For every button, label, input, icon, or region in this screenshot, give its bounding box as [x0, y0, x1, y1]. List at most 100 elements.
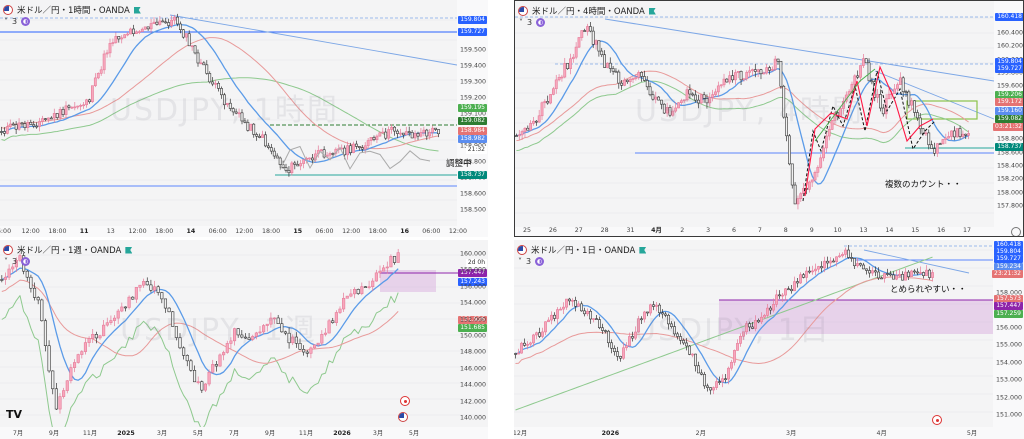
price-tag[interactable]: 157.447 [994, 302, 1023, 310]
candle-body [532, 334, 535, 344]
price-tag[interactable]: 158.737 [458, 171, 487, 179]
indicator-icon[interactable]: ◐ [536, 18, 546, 27]
indicator-toggle[interactable]: ˅ 3 ◐ [518, 257, 545, 266]
price-tag[interactable]: 159.195 [458, 104, 487, 112]
annotation-note[interactable]: 複数のカウント・・ [885, 180, 962, 190]
time-tick-label: 14 [885, 227, 894, 234]
candle-body [526, 343, 529, 346]
indicator-toggle[interactable]: ˅ 3 ◐ [4, 17, 31, 26]
candle-body [580, 30, 584, 38]
candle-body [240, 334, 244, 338]
price-tag[interactable]: 159.082 [458, 117, 487, 125]
price-tag[interactable]: 160.418 [994, 241, 1023, 249]
price-tag[interactable]: 159.160 [995, 107, 1023, 115]
gear-icon[interactable] [1011, 227, 1021, 236]
price-tag[interactable]: 160.418 [995, 13, 1023, 21]
price-chart-4h[interactable] [515, 1, 1024, 237]
price-tag[interactable]: 157.259 [994, 310, 1023, 318]
candle-body [83, 342, 88, 352]
alert-circle-icon[interactable] [932, 415, 942, 425]
candle-body [529, 342, 532, 345]
indicator-toggle[interactable]: ˅ 3 ◐ [519, 18, 546, 27]
price-tag[interactable]: 159.206 [995, 91, 1023, 99]
alert-circle-icon[interactable] [400, 396, 410, 406]
time-tick-label: 06:00 [315, 228, 334, 235]
price-tag[interactable]: 157.573 [994, 295, 1023, 303]
price-tag[interactable]: 2d 0h [465, 259, 487, 267]
annotation-note[interactable]: 調整中 [446, 159, 472, 169]
price-tag[interactable]: 159.082 [995, 115, 1023, 123]
chart-pane-1w[interactable]: USDJPY, 1週 米ドル／円・1週・OANDA ˅ 3 ◐ 2d 0h 157… [0, 240, 488, 439]
price-tag[interactable]: 21:32 [465, 146, 487, 154]
indicator-icon[interactable]: ◐ [535, 257, 545, 266]
chart-header[interactable]: 米ドル／円・1時間・OANDA [3, 4, 141, 16]
candle-body [7, 268, 11, 278]
price-tag[interactable]: 157.447 [458, 269, 487, 277]
candle-body [302, 349, 306, 353]
price-tick-label: 144.000 [459, 381, 486, 389]
price-tag[interactable]: 159.172 [995, 98, 1023, 106]
price-tag[interactable]: 23:21:32 [992, 270, 1023, 278]
candle-body [670, 323, 673, 327]
price-tag[interactable]: 151.926 [458, 316, 487, 324]
price-tag[interactable]: 159.234 [994, 263, 1023, 271]
symbol-title[interactable]: 米ドル／円・1日・OANDA [531, 246, 636, 256]
time-tick-label: 3月 [156, 430, 168, 437]
price-tag[interactable]: 159.727 [995, 65, 1023, 73]
chart-header[interactable]: 米ドル／円・1週・OANDA [3, 244, 133, 256]
price-chart-1w[interactable] [0, 240, 488, 439]
candle-body [352, 289, 357, 295]
chart-pane-4h[interactable]: USDJPY, 4時間 米ドル／円・4時間・OANDA ˅ 3 ◐ 160.40… [514, 0, 1024, 237]
price-axis[interactable]: 160.000159.000158.000157.000156.000155.0… [992, 240, 1024, 439]
price-tag[interactable]: 03:21:32 [993, 123, 1023, 131]
price-tag[interactable]: 159.804 [458, 16, 487, 24]
candle-body [520, 131, 524, 136]
indicator-icon[interactable]: ◐ [21, 17, 31, 26]
candle-body [682, 340, 685, 344]
price-tag[interactable]: 157.243 [458, 278, 487, 286]
tradingview-logo[interactable]: TV [6, 408, 23, 421]
price-tag[interactable]: 159.804 [995, 58, 1023, 66]
symbol-title[interactable]: 米ドル／円・4時間・OANDA [532, 7, 645, 17]
candle-body [88, 99, 91, 103]
chevron-down-icon[interactable]: ˅ [4, 17, 8, 26]
chart-pane-1h[interactable]: USDJPY, 1時間 米ドル／円・1時間・OANDA ˅ 3 ◐ 159.50… [0, 0, 488, 237]
symbol-title[interactable]: 米ドル／円・1週・OANDA [17, 246, 122, 256]
candle-body [613, 347, 616, 352]
candle-body [129, 28, 132, 35]
price-tag[interactable]: 151.685 [458, 324, 487, 332]
price-tag[interactable]: 159.727 [458, 28, 487, 36]
price-tag[interactable]: 158.737 [995, 143, 1023, 151]
chart-pane-1d[interactable]: USDJPY, 1日 米ドル／円・1日・OANDA ˅ 3 ◐ 160.0001… [514, 240, 1024, 439]
candle-body [345, 295, 349, 299]
candle-body [272, 150, 276, 157]
candle-body [588, 26, 592, 32]
price-tag[interactable]: 159.727 [994, 255, 1023, 263]
candle-body [778, 294, 781, 297]
chevron-down-icon[interactable]: ˅ [519, 18, 523, 27]
candle-body [25, 270, 29, 278]
price-axis[interactable]: 160.400160.200160.000159.800159.600159.4… [993, 1, 1023, 236]
chevron-down-icon[interactable]: ˅ [518, 257, 522, 266]
annotation-note[interactable]: とめられやすい・・ [890, 285, 967, 295]
price-tag[interactable]: 159.804 [994, 248, 1023, 256]
chart-header[interactable]: 米ドル／円・1日・OANDA [517, 244, 647, 256]
time-tick-label: 2 [680, 227, 685, 234]
candle-body [537, 115, 541, 123]
candle-body [310, 157, 314, 161]
price-axis[interactable]: 159.500 159.400 159.300 159.200 159.100159.0… [457, 0, 488, 237]
candle-body [269, 317, 273, 325]
candle-body [94, 334, 98, 339]
price-tag[interactable]: 158.982 [458, 135, 487, 143]
chart-header[interactable]: 米ドル／円・4時間・OANDA [518, 5, 656, 17]
price-chart-1d[interactable] [514, 240, 1024, 439]
candle-body [366, 140, 370, 147]
price-axis[interactable]: 2d 0h 157.447 157.243 151.926 151.685 160.000… [418, 240, 488, 439]
indicator-icon[interactable]: ◐ [21, 257, 31, 266]
price-chart-1h[interactable] [0, 0, 488, 237]
symbol-title[interactable]: 米ドル／円・1時間・OANDA [17, 6, 130, 16]
chevron-down-icon[interactable]: ˅ [4, 257, 8, 266]
price-tag[interactable]: 158.984 [458, 127, 487, 135]
moving-average-short [515, 256, 933, 384]
indicator-toggle[interactable]: ˅ 3 ◐ [4, 257, 31, 266]
